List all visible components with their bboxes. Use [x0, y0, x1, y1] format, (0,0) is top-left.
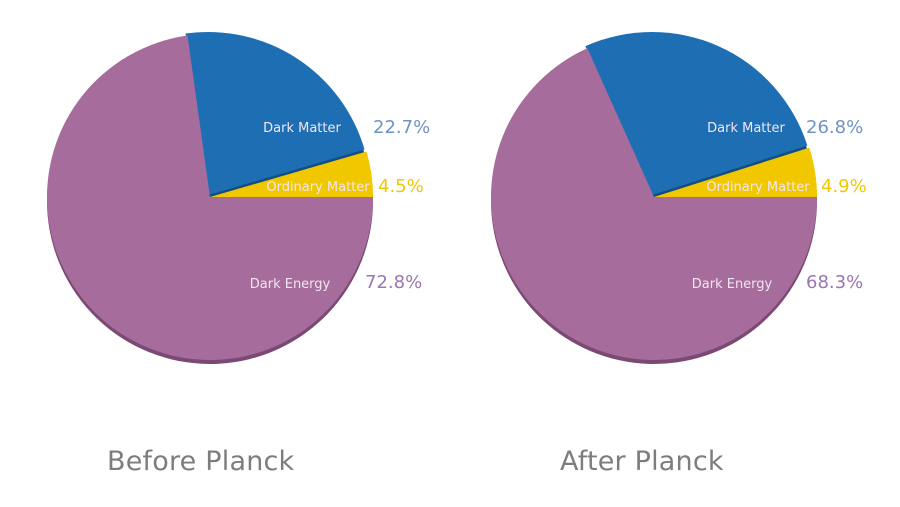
pie-slice-ordinary-matter: [654, 147, 817, 197]
slice-percentage-dark-energy: 72.8%: [365, 272, 422, 293]
slice-label-dark-energy: Dark Energy: [250, 277, 331, 292]
slice-percentage-dark-matter: 26.8%: [806, 117, 863, 138]
slice-label-ordinary-matter: Ordinary Matter: [266, 180, 370, 195]
pie-slice-dark-matter: [185, 31, 365, 195]
pie-slice-dark-matter: [585, 32, 808, 195]
slice-percentage-ordinary-matter: 4.5%: [378, 176, 424, 197]
slice-percentage-ordinary-matter: 4.9%: [821, 176, 867, 197]
pie-chart-after-planck: Ordinary Matter Dark Matter Dark Energy 4.9…: [491, 32, 867, 364]
slice-label-dark-matter: Dark Matter: [263, 121, 341, 136]
slice-percentage-dark-matter: 22.7%: [373, 117, 430, 138]
pie-slice-ordinary-matter: [210, 151, 373, 197]
slice-label-dark-energy: Dark Energy: [692, 277, 773, 292]
slice-label-dark-matter: Dark Matter: [707, 121, 785, 136]
pie-slice-dark-energy: [46, 35, 374, 361]
chart-title-before-planck: Before Planck: [107, 446, 295, 477]
slice-label-ordinary-matter: Ordinary Matter: [706, 180, 810, 195]
pie-slice-dark-energy: [491, 48, 817, 360]
pie-chart-before-planck: Ordinary Matter Dark Matter Dark Energy 4.5…: [46, 31, 430, 365]
chart-title-after-planck: After Planck: [560, 446, 724, 477]
slice-percentage-dark-energy: 68.3%: [806, 272, 863, 293]
